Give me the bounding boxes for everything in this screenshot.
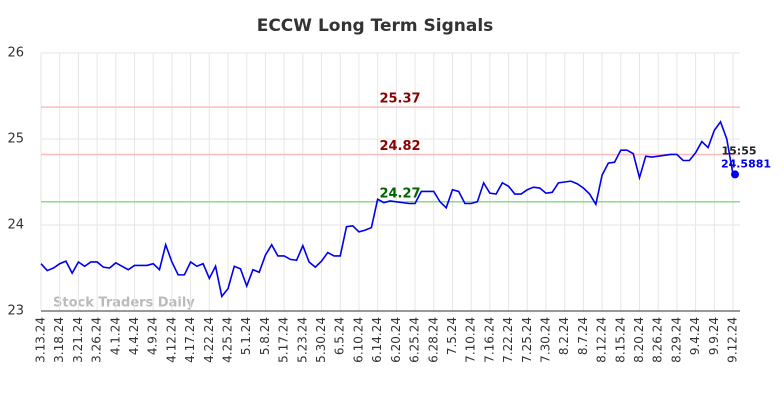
x-tick-label: 3.13.24 [34, 317, 48, 363]
x-tick-label: 6.25.24 [408, 317, 422, 363]
x-tick-label: 6.10.24 [351, 317, 365, 363]
x-tick-label: 4.1.24 [108, 317, 122, 355]
x-tick-label: 4.22.24 [202, 317, 216, 363]
x-tick-label: 8.15.24 [613, 317, 627, 363]
x-tick-label: 4.9.24 [146, 317, 160, 355]
price-line [40, 120, 734, 299]
x-tick-label: 4.12.24 [164, 317, 178, 363]
x-tick-label: 7.10.24 [464, 317, 478, 363]
x-tick-label: 6.5.24 [333, 317, 347, 355]
x-tick-label: 7.5.24 [445, 317, 459, 355]
reference-label: 24.27 [379, 186, 420, 201]
last-value: 24.5881 [721, 157, 771, 170]
x-tick-label: 6.20.24 [389, 317, 403, 363]
x-tick-label: 5.17.24 [277, 317, 291, 363]
x-tick-label: 7.22.24 [501, 317, 515, 363]
x-tick-label: 5.1.24 [239, 317, 253, 355]
x-tick-label: 8.7.24 [576, 317, 590, 355]
x-tick-label: 8.2.24 [557, 317, 571, 355]
x-tick-label: 3.18.24 [52, 317, 66, 363]
last-time: 15:55 [721, 144, 756, 157]
y-tick-label: 25 [7, 132, 24, 147]
x-tick-label: 8.29.24 [669, 317, 683, 363]
x-tick-label: 9.4.24 [688, 317, 702, 355]
x-tick-label: 9.9.24 [707, 317, 721, 355]
y-tick-label: 23 [7, 304, 24, 319]
x-tick-label: 8.20.24 [632, 317, 646, 363]
x-tick-label: 8.12.24 [595, 317, 609, 363]
watermark: Stock Traders Daily [53, 296, 195, 311]
x-tick-label: 4.4.24 [127, 317, 141, 355]
y-tick-label: 24 [7, 218, 24, 233]
x-tick-label: 7.16.24 [482, 317, 496, 363]
x-tick-label: 4.17.24 [183, 317, 197, 363]
x-tick-label: 4.25.24 [221, 317, 235, 363]
x-tick-label: 5.23.24 [295, 317, 309, 363]
x-tick-label: 7.30.24 [538, 317, 552, 363]
x-tick-label: 5.8.24 [258, 317, 272, 355]
reference-label: 24.82 [379, 139, 420, 154]
last-point [731, 170, 739, 179]
x-tick-label: 6.28.24 [426, 317, 440, 363]
x-tick-label: 8.26.24 [651, 317, 665, 363]
y-tick-label: 26 [7, 46, 24, 61]
reference-label: 25.37 [379, 92, 420, 107]
chart-title: ECCW Long Term Signals [257, 16, 494, 36]
x-tick-label: 7.25.24 [520, 317, 534, 363]
x-tick-label: 5.30.24 [314, 317, 328, 363]
x-tick-label: 3.26.24 [90, 317, 104, 363]
x-tick-label: 3.21.24 [71, 317, 85, 363]
x-tick-label: 6.14.24 [370, 317, 384, 363]
x-tick-label: 9.12.24 [726, 317, 740, 363]
